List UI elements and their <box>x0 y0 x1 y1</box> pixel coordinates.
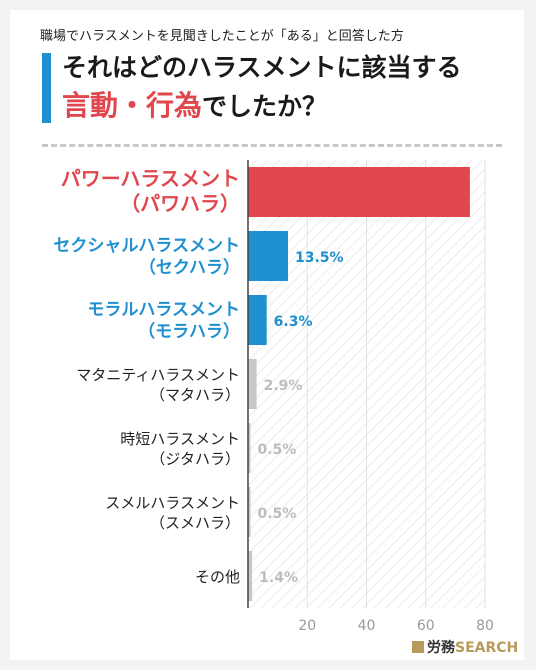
survey-subtitle: 職場でハラスメントを見聞きしたことが「ある」と回答した方 <box>40 29 404 44</box>
value-labels: 74.9% 13.5% 6.3% 2.9% 0.5% 0.5% 1.4% <box>258 186 466 586</box>
category-label-line: （パワハラ） <box>120 192 240 216</box>
chart-title-line1: それはどのハラスメントに該当する <box>62 53 462 82</box>
category-label-line: （セクハラ） <box>139 257 240 278</box>
value-label: 2.9% <box>264 378 303 394</box>
category-labels: パワーハラスメント（パワハラ） セクシャルハラスメント（セクハラ） モラルハラスメン… <box>53 167 240 587</box>
value-label: 13.5% <box>295 250 344 266</box>
category-label: スメルハラスメント （スメハラ） <box>105 494 240 532</box>
chart-title-rest: でしたか？ <box>202 92 328 121</box>
x-tick-label: 80 <box>476 618 494 634</box>
category-label-line: 時短ハラスメント <box>120 430 240 448</box>
category-label-line: スメルハラスメント <box>105 494 240 512</box>
category-label-line: （マタハラ） <box>150 386 240 404</box>
bar <box>248 167 470 217</box>
category-label-line: セクシャルハラスメント <box>53 236 240 256</box>
category-label: マタニティハラスメント （マタハラ） <box>76 366 240 404</box>
x-tick-label: 20 <box>298 618 316 634</box>
category-label-line: （ジタハラ） <box>150 450 240 468</box>
category-label: パワーハラスメント（パワハラ） <box>61 167 240 216</box>
category-label-line: パワーハラスメント <box>61 167 240 191</box>
category-label: セクシャルハラスメント（セクハラ） <box>53 236 240 278</box>
x-tick-label: 40 <box>358 618 376 634</box>
category-label-line: （スメハラ） <box>150 514 240 532</box>
bar-chart: 20 40 60 80 パワーハラスメント（パワハラ） セクシャルハラスメント（セクハラ… <box>53 160 494 634</box>
value-label: 6.3% <box>274 314 313 330</box>
value-label: 0.5% <box>258 442 297 458</box>
bar <box>248 231 288 281</box>
category-label-line: マタニティハラスメント <box>76 366 240 384</box>
category-label-line: モラルハラスメント <box>87 300 240 320</box>
category-label-line: その他 <box>195 568 240 586</box>
bar <box>248 487 251 537</box>
brand-logo: 労務SEARCH <box>412 637 518 657</box>
x-tick-label: 60 <box>417 618 435 634</box>
bar <box>248 295 267 345</box>
bar <box>248 423 251 473</box>
category-label-line: （モラハラ） <box>138 321 240 342</box>
brand-mark-icon <box>412 641 424 653</box>
category-label: その他 <box>195 568 240 586</box>
value-label: 0.5% <box>258 506 297 522</box>
category-label: モラルハラスメント（モラハラ） <box>87 300 240 342</box>
brand-suffix: SEARCH <box>455 640 519 656</box>
value-label: 1.4% <box>259 570 298 586</box>
bars <box>248 167 470 601</box>
chart-title-line2: 言動・行為でしたか？ <box>62 84 327 124</box>
value-label: 74.9% <box>417 186 466 202</box>
dashed-divider <box>42 144 502 147</box>
title-accent-bar <box>42 53 51 123</box>
chart-title-highlight: 言動・行為 <box>62 89 203 122</box>
category-label: 時短ハラスメント （ジタハラ） <box>120 430 240 468</box>
bar <box>248 551 253 601</box>
bar <box>248 359 257 409</box>
gridlines <box>306 160 486 608</box>
brand-name: 労務 <box>427 640 455 656</box>
chart-card: 職場でハラスメントを見聞きしたことが「ある」と回答した方 それはどのハラスメント… <box>10 10 524 660</box>
x-tick-labels: 20 40 60 80 <box>298 618 494 634</box>
